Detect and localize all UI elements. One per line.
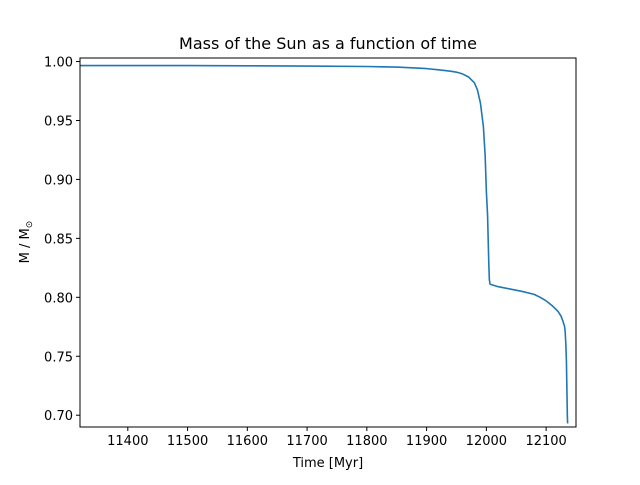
- chart-title: Mass of the Sun as a function of time: [179, 34, 477, 53]
- x-axis-label: Time [Myr]: [292, 456, 363, 471]
- plot-frame: [79, 57, 577, 428]
- y-tick-label: 1.00: [44, 56, 73, 71]
- x-tick-label: 12000: [466, 434, 507, 449]
- y-tick-label: 0.95: [44, 114, 73, 129]
- x-tick-label: 11600: [227, 434, 268, 449]
- x-tick-label: 11800: [346, 434, 387, 449]
- y-axis-label-subscript: ⊙: [25, 221, 35, 229]
- y-axis-label-main: M / M: [18, 228, 33, 263]
- y-tick-label: 0.75: [44, 350, 73, 365]
- plot-area: [80, 58, 576, 427]
- series-layer: [80, 64, 569, 424]
- y-tick-label: 0.80: [44, 291, 73, 306]
- x-tick-label: 11700: [286, 434, 327, 449]
- x-tick-label: 12100: [525, 434, 566, 449]
- y-tick-label: 0.85: [44, 232, 73, 247]
- ticks-layer: 11400 11500 11600 11700 11800 11900 12000 12100…: [44, 56, 567, 449]
- mass-series-line: [80, 64, 569, 424]
- x-tick-label: 11500: [167, 434, 208, 449]
- x-tick-label: 11900: [406, 434, 447, 449]
- x-tick-label: 11400: [107, 434, 148, 449]
- y-tick-label: 0.90: [44, 173, 73, 188]
- y-tick-label: 0.70: [44, 409, 73, 424]
- y-axis-label: M / M⊙: [18, 221, 35, 264]
